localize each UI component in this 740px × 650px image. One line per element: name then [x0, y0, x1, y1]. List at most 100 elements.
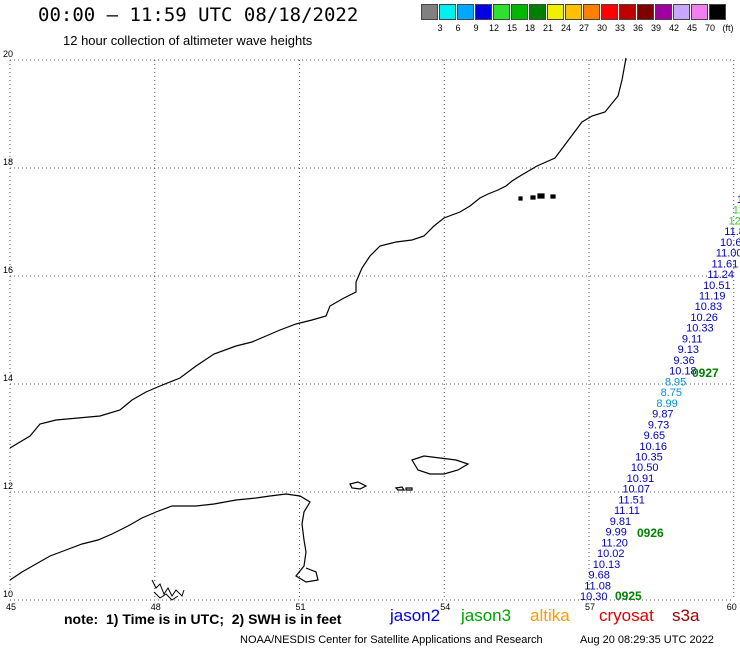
lat-label: 20 [3, 49, 13, 59]
wave-height-label: 9.73 [648, 419, 669, 431]
scale-swatch [439, 4, 456, 20]
scale-label: 39 [650, 23, 661, 33]
satellite-name: altika [530, 606, 570, 625]
scale-label: 27 [578, 23, 589, 33]
kuria-muria-island-4 [550, 194, 556, 199]
altimeter-track: 10.3011.089.6810.1310.0211.209.999.8111.… [580, 194, 740, 603]
lon-label: 60 [727, 602, 737, 612]
scale-label: (ft) [722, 23, 734, 33]
footer-note: note: 1) Time is in UTC; 2) SWH is in fe… [64, 611, 342, 627]
lat-label: 16 [3, 265, 13, 275]
wave-height-label: 10.50 [631, 462, 659, 474]
wave-height-label: 10.68 [720, 237, 740, 249]
wave-height-label: 10.30 [580, 591, 608, 603]
wave-height-label: 10.83 [695, 301, 723, 313]
scale-label: 36 [632, 23, 643, 33]
scale-swatch [511, 4, 528, 20]
somalia-reef-scribble [151, 579, 185, 601]
scale-label: 6 [455, 23, 461, 33]
wave-height-label: 9.36 [673, 355, 694, 367]
scale-label: 21 [542, 23, 553, 33]
credit-text: NOAA/NESDIS Center for Satellite Applica… [240, 634, 543, 646]
scale-label: 42 [668, 23, 679, 33]
map-subtitle: 12 hour collection of altimeter wave hei… [63, 33, 313, 48]
scale-label: 45 [686, 23, 697, 33]
wave-height-label: 9.11 [682, 333, 703, 345]
map-title: 00:00 – 11:59 UTC 08/18/2022 [38, 4, 359, 26]
wave-height-label: 11.08 [584, 580, 611, 592]
scale-label: 9 [473, 23, 479, 33]
lat-label: 10 [3, 589, 13, 599]
satellite-name: jason3 [461, 606, 512, 625]
wave-height-label: 8.75 [661, 387, 682, 399]
longitude-labels: 45 48 51 54 57 60 [6, 602, 737, 612]
scale-swatch [565, 4, 582, 20]
coastline-arabia [9, 57, 627, 449]
scale-swatch [583, 4, 600, 20]
scale-swatch [547, 4, 564, 20]
scale-swatch [529, 4, 546, 20]
lon-label: 54 [440, 602, 450, 612]
wave-height-label: 10.35 [635, 451, 663, 463]
wave-height-label: 10.02 [597, 548, 625, 560]
wave-height-label: 9.65 [644, 430, 665, 442]
latitude-labels: 20 18 16 14 12 10 [3, 49, 13, 599]
wave-height-label: 8.99 [656, 398, 677, 410]
socotra-island [411, 455, 470, 475]
wave-height-label: 11.20 [601, 537, 628, 549]
wave-height-label: 10.51 [703, 280, 731, 292]
scale-swatch [493, 4, 510, 20]
scale-swatch [691, 4, 708, 20]
lon-label: 57 [585, 602, 595, 612]
scale-label: 70 [704, 23, 715, 33]
samhah-island [394, 486, 406, 491]
scale-swatch [619, 4, 636, 20]
coastline [9, 57, 627, 601]
abd-al-kuri-island [349, 481, 368, 490]
wave-height-label: 11.00 [716, 248, 740, 260]
darsah-island [405, 487, 413, 491]
wave-height-label: 12.95 [729, 215, 740, 227]
wave-height-label: 11.11 [614, 505, 640, 517]
lat-label: 12 [3, 481, 13, 491]
scale-label: 24 [560, 23, 571, 33]
scale-swatch [709, 4, 726, 20]
generation-timestamp: Aug 20 08:29:35 UTC 2022 [580, 634, 714, 646]
scale-label: 15 [506, 23, 517, 33]
lat-label: 18 [3, 157, 13, 167]
scale-label: 33 [614, 23, 625, 33]
lat-label: 14 [3, 373, 13, 383]
scale-label: 3 [437, 23, 443, 33]
wave-height-label: 10.07 [622, 484, 650, 496]
scale-label: 30 [596, 23, 607, 33]
wave-height-label: 11.19 [699, 291, 726, 303]
wave-height-label: 10.13 [593, 559, 621, 571]
scale-swatch [637, 4, 654, 20]
wave-height-label: 9.81 [610, 516, 631, 528]
kuria-muria-island-2 [530, 195, 536, 200]
wave-height-label: 9.68 [588, 570, 609, 582]
wave-height-label: 9.13 [678, 344, 699, 356]
satellite-name: cryosat [599, 606, 654, 625]
scale-label: 12 [488, 23, 499, 33]
satellite-name: jason2 [390, 606, 441, 625]
wave-height-label: 12.93 [733, 205, 740, 217]
pass-time-label: 0926 [637, 526, 664, 540]
wave-height-label: 9.99 [605, 527, 626, 539]
wave-height-label: 10.18 [669, 366, 697, 378]
kuria-muria-island-1 [518, 196, 523, 201]
scale-swatch [475, 4, 492, 20]
wave-height-label: 11.83 [724, 226, 740, 238]
wave-height-label: 11.40 [737, 194, 740, 206]
scale-swatch [655, 4, 672, 20]
wave-height-label: 11.61 [712, 258, 739, 270]
scale-swatch [601, 4, 618, 20]
wave-height-label: 11.51 [618, 494, 645, 506]
wave-height-label: 8.95 [665, 376, 686, 388]
pass-time-label: 0927 [692, 366, 719, 380]
pass-time-label: 0925 [615, 589, 642, 603]
wave-height-label: 11.24 [707, 269, 734, 281]
lat-lon-grid [9, 59, 735, 601]
wave-height-label: 10.16 [639, 441, 667, 453]
